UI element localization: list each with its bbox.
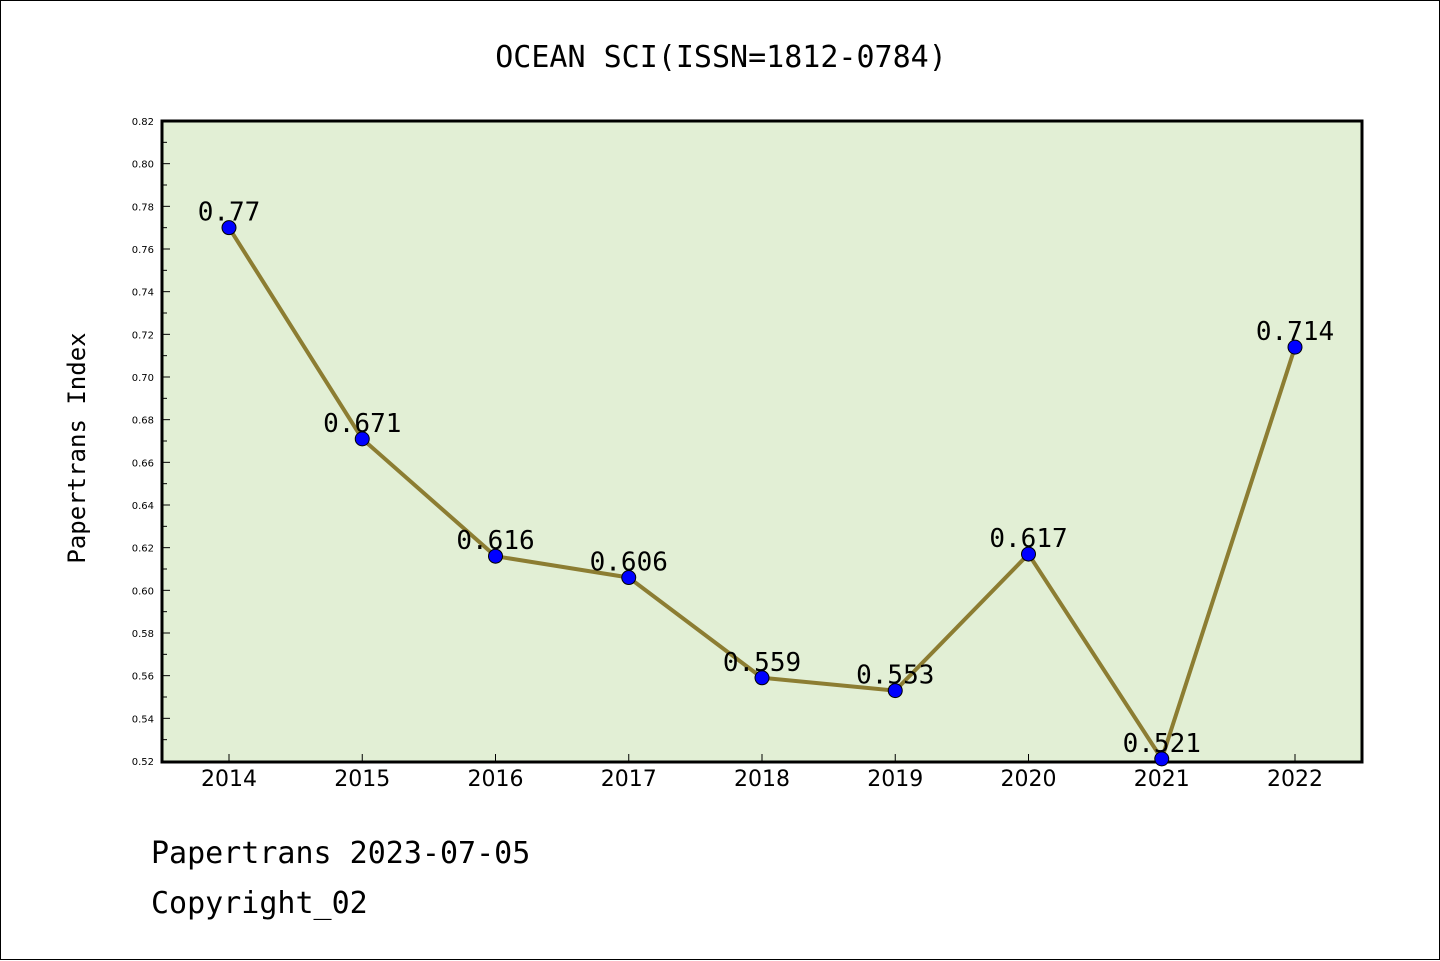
data-point [621, 570, 637, 586]
data-label: 0.77 [198, 198, 261, 228]
y-tick-label: 0.70 [132, 373, 154, 384]
y-tick-label: 0.68 [132, 416, 154, 427]
y-tick-label: 0.66 [132, 458, 154, 469]
x-tick-label: 2015 [334, 767, 390, 792]
data-points [221, 220, 1303, 767]
x-tick-label: 2019 [867, 767, 923, 792]
y-tick-label: 0.64 [132, 501, 154, 512]
data-label: 0.617 [989, 524, 1067, 554]
x-tick-label: 2018 [734, 767, 790, 792]
y-tick-label: 0.78 [132, 202, 154, 213]
chart-title: OCEAN SCI(ISSN=1812-0784) [495, 40, 947, 75]
x-tick-label: 2021 [1134, 767, 1190, 792]
x-tick-label: 2022 [1267, 767, 1323, 792]
x-tick-label: 2020 [1001, 767, 1057, 792]
footer-copyright: Copyright_02 [151, 886, 368, 921]
data-point [1021, 546, 1036, 562]
y-tick-label: 0.80 [132, 160, 154, 171]
footer-date: Papertrans 2023-07-05 [151, 836, 531, 871]
data-label: 0.521 [1123, 729, 1201, 759]
y-tick-label: 0.52 [132, 757, 154, 768]
data-label: 0.553 [856, 661, 934, 691]
data-label: 0.559 [723, 648, 801, 678]
y-tick-label: 0.58 [132, 629, 154, 640]
data-label: 0.606 [590, 548, 668, 578]
x-tick-label: 2017 [601, 767, 657, 792]
y-tick-label: 0.62 [132, 544, 154, 555]
data-labels: 0.77 0.671 0.616 0.606 0.559 0.553 0.617 0.521 0… [198, 198, 1334, 759]
y-tick-label: 0.72 [132, 330, 154, 341]
data-point [887, 683, 903, 699]
x-axis-ticks: 2014 2015 2016 2017 2018 2019 2020 2021 2022 [201, 754, 1323, 792]
data-point [1154, 751, 1170, 767]
y-axis-label: Papertrans Index [63, 332, 91, 563]
data-point [488, 548, 503, 564]
y-tick-label: 0.60 [132, 586, 154, 597]
data-label: 0.616 [456, 526, 534, 556]
y-tick-label: 0.56 [132, 672, 154, 683]
y-axis-ticks: 0.52 0.54 0.56 0.58 0.60 0.62 0.64 0.66 0.68 0.70… [132, 117, 170, 768]
data-point [354, 431, 370, 447]
y-tick-label: 0.74 [132, 288, 154, 299]
y-tick-label: 0.54 [132, 714, 154, 725]
data-label: 0.671 [323, 409, 401, 439]
y-tick-label: 0.76 [132, 245, 154, 256]
data-point [1287, 339, 1303, 355]
data-point [754, 670, 770, 686]
data-label: 0.714 [1256, 317, 1334, 347]
y-tick-label: 0.82 [132, 117, 154, 128]
data-point [221, 220, 237, 236]
x-tick-label: 2014 [201, 767, 257, 792]
x-tick-label: 2016 [468, 767, 524, 792]
